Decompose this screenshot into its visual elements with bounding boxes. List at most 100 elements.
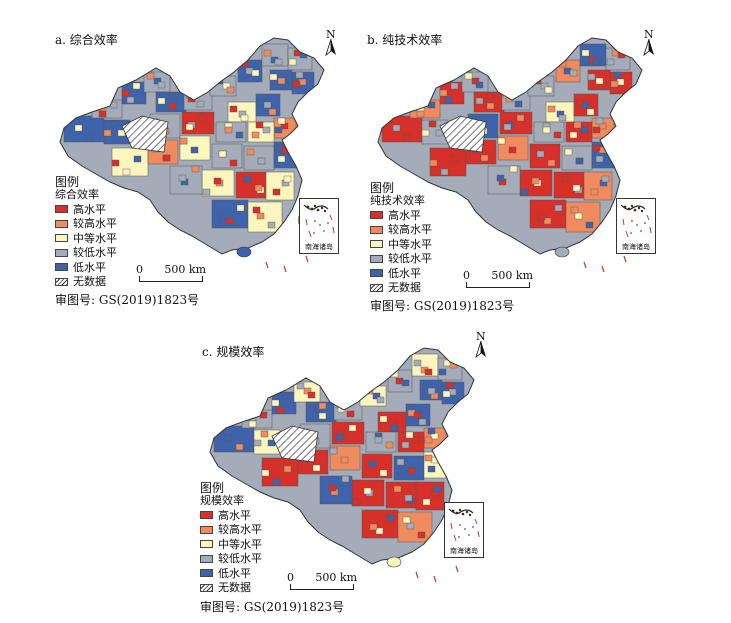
- legend-title: 图例: [200, 481, 225, 495]
- north-arrow: N: [641, 28, 657, 57]
- legend-title: 图例: [55, 175, 80, 189]
- map-subregion: [537, 213, 546, 221]
- legend-label: 较高水平: [73, 217, 117, 231]
- legend-swatch: [200, 540, 213, 549]
- map-subregion: [236, 204, 245, 212]
- north-label: N: [326, 28, 336, 41]
- legend-swatch: [200, 583, 213, 592]
- map-subregion: [251, 69, 260, 77]
- map-subregion: [268, 108, 277, 116]
- north-arrow: N: [323, 28, 339, 57]
- map-region: [397, 511, 433, 543]
- map-subregion: [486, 92, 495, 100]
- map-subregion: [224, 434, 233, 442]
- map-subregion: [574, 212, 583, 220]
- map-region: [529, 143, 561, 169]
- map-subregion: [235, 131, 244, 139]
- map-subregion: [569, 131, 578, 139]
- map-subregion: [564, 148, 573, 156]
- map-subregion: [427, 427, 436, 435]
- legend-swatch: [370, 211, 383, 220]
- south-china-sea-islands-icon: [620, 204, 652, 238]
- maritime-boundary-dash: [305, 255, 309, 263]
- map-subregion: [496, 174, 505, 182]
- map-subregion: [572, 184, 581, 192]
- map-subregion: [475, 97, 484, 105]
- map-subregion: [276, 406, 285, 414]
- maritime-boundary-dash: [283, 265, 287, 273]
- map-subregion: [554, 204, 563, 212]
- legend-swatch: [200, 569, 213, 578]
- legend-item: 中等水平: [55, 231, 117, 246]
- map-region: [361, 453, 393, 479]
- map-body: [59, 37, 325, 273]
- map-subregion: [587, 73, 596, 81]
- map-subregion: [296, 382, 305, 390]
- map-region: [381, 115, 423, 143]
- map-subregion: [263, 49, 272, 57]
- map-subregion: [352, 498, 361, 506]
- north-arrow-icon: [325, 39, 336, 57]
- map-subregion: [558, 60, 567, 68]
- north-arrow: N: [473, 330, 489, 359]
- legend-label: 高水平: [73, 202, 106, 216]
- map-subregion: [580, 126, 589, 134]
- map-region: [499, 111, 533, 135]
- map-subregion: [581, 49, 590, 57]
- map-subregion: [283, 465, 292, 473]
- map-region: [553, 171, 587, 199]
- legend-item: 低水平: [370, 266, 432, 281]
- map-subregion: [98, 110, 107, 118]
- scale-distance: 500 km: [164, 263, 206, 276]
- approval-number: 审图号: GS(2019)1823号: [200, 600, 345, 614]
- legend-swatch: [370, 269, 383, 278]
- map-subregion: [368, 460, 377, 468]
- north-label: N: [476, 330, 486, 343]
- map-subregion: [283, 175, 292, 183]
- map-subregion: [427, 465, 436, 473]
- inset-label: 南海诸岛: [450, 547, 478, 555]
- map-region: [181, 111, 215, 135]
- legend-item: 较高水平: [200, 523, 262, 538]
- map-subregion: [422, 498, 431, 506]
- legend-swatch: [55, 248, 68, 257]
- panel-title: b. 纯技术效率: [367, 33, 443, 47]
- map-subregion: [390, 424, 399, 432]
- legend-item: 低水平: [55, 260, 117, 275]
- map-subregion: [196, 100, 205, 108]
- map-subregion: [288, 58, 297, 66]
- map-subregion: [240, 114, 249, 122]
- map-subregion: [274, 126, 283, 134]
- map-subregion: [402, 516, 411, 524]
- north-arrow-icon: [475, 341, 486, 359]
- map-subregion: [262, 126, 271, 134]
- map-subregion: [601, 175, 610, 183]
- map-subregion: [575, 157, 584, 165]
- map-subregion: [606, 58, 615, 66]
- map-subregion: [254, 184, 263, 192]
- map-subregion: [157, 81, 166, 89]
- map-subregion: [307, 407, 316, 415]
- map-subregion: [272, 478, 281, 486]
- map-subregion: [168, 92, 177, 100]
- legend-swatch: [370, 225, 383, 234]
- scale-distance: 500 km: [491, 269, 533, 282]
- map-subregion: [63, 115, 72, 123]
- approval-number: 审图号: GS(2019)1823号: [55, 293, 200, 307]
- legend-item: 中等水平: [200, 537, 262, 552]
- map-subregion: [153, 77, 162, 85]
- legend-item: 较低水平: [200, 552, 262, 567]
- map-subregion: [225, 217, 234, 225]
- south-china-sea-islands-icon: [303, 204, 335, 238]
- map-subregion: [252, 206, 261, 214]
- legend-swatch: [200, 554, 213, 563]
- map-subregion: [540, 82, 549, 90]
- map-subregion: [592, 126, 601, 134]
- map-subregion: [132, 82, 141, 90]
- map-subregion: [418, 418, 427, 426]
- scale-bar-line: [290, 584, 354, 590]
- map-subregion: [121, 89, 130, 97]
- map-subregion: [213, 425, 222, 433]
- legend-label: 低水平: [218, 566, 251, 580]
- legend-item: 无数据: [370, 281, 432, 296]
